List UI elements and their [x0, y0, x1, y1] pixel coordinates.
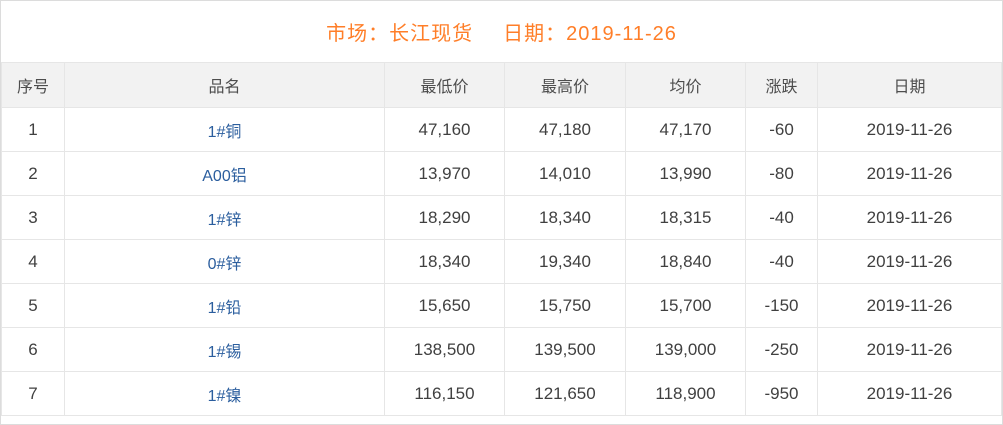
cell-high: 18,340 — [504, 195, 626, 240]
product-link[interactable]: 1#锡 — [207, 343, 242, 361]
cell-low: 116,150 — [384, 371, 505, 416]
table-row: 4 0#锌 18,340 19,340 18,840 -40 2019-11-2… — [1, 239, 1002, 284]
cell-change: -80 — [745, 151, 818, 196]
cell-low: 47,160 — [384, 107, 505, 152]
col-header-name: 品名 — [64, 62, 385, 108]
col-header-index: 序号 — [1, 62, 65, 108]
cell-high: 47,180 — [504, 107, 626, 152]
price-table: 序号 品名 最低价 最高价 均价 涨跌 日期 1 1#铜 47,160 47,1… — [1, 62, 1002, 416]
cell-low: 18,340 — [384, 239, 505, 284]
cell-avg: 139,000 — [625, 327, 746, 372]
col-header-avg: 均价 — [625, 62, 746, 108]
table-row: 7 1#镍 116,150 121,650 118,900 -950 2019-… — [1, 371, 1002, 416]
table-row: 1 1#铜 47,160 47,180 47,170 -60 2019-11-2… — [1, 107, 1002, 152]
page-title: 市场：长江现货 日期：2019-11-26 — [1, 1, 1002, 62]
cell-index: 3 — [1, 195, 65, 240]
cell-high: 19,340 — [504, 239, 626, 284]
cell-change: -40 — [745, 195, 818, 240]
cell-index: 2 — [1, 151, 65, 196]
table-row: 6 1#锡 138,500 139,500 139,000 -250 2019-… — [1, 327, 1002, 372]
cell-name: 1#镍 — [64, 371, 385, 416]
cell-date: 2019-11-26 — [817, 371, 1002, 416]
cell-low: 13,970 — [384, 151, 505, 196]
cell-avg: 47,170 — [625, 107, 746, 152]
cell-date: 2019-11-26 — [817, 151, 1002, 196]
cell-change: -60 — [745, 107, 818, 152]
table-row: 3 1#锌 18,290 18,340 18,315 -40 2019-11-2… — [1, 195, 1002, 240]
product-link[interactable]: A00铝 — [202, 167, 247, 185]
cell-change: -250 — [745, 327, 818, 372]
cell-high: 121,650 — [504, 371, 626, 416]
cell-index: 6 — [1, 327, 65, 372]
cell-avg: 18,840 — [625, 239, 746, 284]
table-header-row: 序号 品名 最低价 最高价 均价 涨跌 日期 — [1, 62, 1002, 108]
product-link[interactable]: 1#铜 — [207, 123, 242, 141]
cell-name: 1#锡 — [64, 327, 385, 372]
cell-high: 139,500 — [504, 327, 626, 372]
cell-name: A00铝 — [64, 151, 385, 196]
table-row: 5 1#铅 15,650 15,750 15,700 -150 2019-11-… — [1, 283, 1002, 328]
cell-name: 0#锌 — [64, 239, 385, 284]
cell-name: 1#铜 — [64, 107, 385, 152]
product-link[interactable]: 1#锌 — [207, 211, 242, 229]
cell-change: -950 — [745, 371, 818, 416]
col-header-date: 日期 — [817, 62, 1002, 108]
cell-avg: 18,315 — [625, 195, 746, 240]
table-row: 2 A00铝 13,970 14,010 13,990 -80 2019-11-… — [1, 151, 1002, 196]
cell-change: -40 — [745, 239, 818, 284]
product-link[interactable]: 1#镍 — [207, 387, 242, 405]
col-header-high: 最高价 — [504, 62, 626, 108]
product-link[interactable]: 0#锌 — [207, 255, 242, 273]
cell-name: 1#锌 — [64, 195, 385, 240]
cell-date: 2019-11-26 — [817, 327, 1002, 372]
market-label: 市场：长江现货 — [326, 23, 474, 45]
cell-index: 4 — [1, 239, 65, 284]
cell-low: 18,290 — [384, 195, 505, 240]
product-link[interactable]: 1#铅 — [207, 299, 242, 317]
cell-index: 1 — [1, 107, 65, 152]
cell-avg: 15,700 — [625, 283, 746, 328]
cell-index: 7 — [1, 371, 65, 416]
col-header-change: 涨跌 — [745, 62, 818, 108]
cell-index: 5 — [1, 283, 65, 328]
cell-avg: 13,990 — [625, 151, 746, 196]
col-header-low: 最低价 — [384, 62, 505, 108]
cell-high: 14,010 — [504, 151, 626, 196]
cell-date: 2019-11-26 — [817, 239, 1002, 284]
cell-date: 2019-11-26 — [817, 107, 1002, 152]
cell-change: -150 — [745, 283, 818, 328]
cell-name: 1#铅 — [64, 283, 385, 328]
cell-date: 2019-11-26 — [817, 195, 1002, 240]
cell-date: 2019-11-26 — [817, 283, 1002, 328]
cell-avg: 118,900 — [625, 371, 746, 416]
cell-low: 15,650 — [384, 283, 505, 328]
cell-high: 15,750 — [504, 283, 626, 328]
date-label: 日期：2019-11-26 — [503, 23, 677, 45]
cell-low: 138,500 — [384, 327, 505, 372]
